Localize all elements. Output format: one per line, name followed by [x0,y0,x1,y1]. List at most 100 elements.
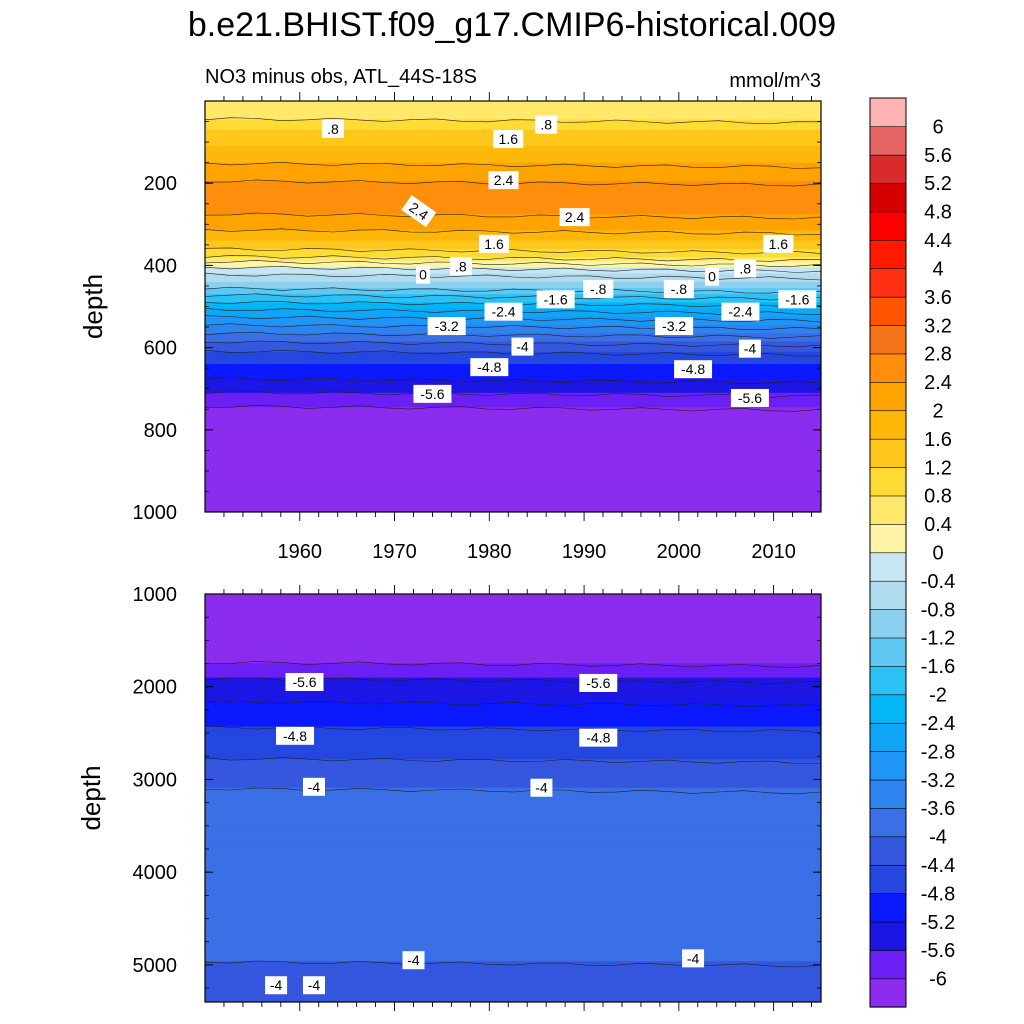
contour-band [205,910,821,913]
y-tick-label: 600 [144,338,177,360]
contour-band [205,657,821,660]
contour-band [205,626,821,630]
colorbar-label: 1.6 [924,429,952,451]
contour-band [205,702,821,705]
contour-band [205,630,821,634]
contour-band [205,230,821,234]
contour-band [205,487,821,490]
contour-band [205,826,821,830]
contour-band [205,828,821,832]
contour-band [205,808,821,811]
contour-band [205,622,821,626]
contour-band [205,261,821,264]
contour-band [205,320,821,324]
contour-band [205,628,821,632]
y-tick-label: 800 [144,420,177,442]
contour-label: .8 [321,119,344,138]
y-tick-label: 4000 [133,862,178,884]
contour-band [205,123,821,127]
svg-text:-4: -4 [308,977,321,993]
y-tick-label: 1000 [133,502,178,524]
contour-band [205,975,821,979]
colorbar-label: 2 [932,400,943,422]
colorbar-label: -4.4 [921,855,955,877]
contour-band [205,698,821,701]
contour-label: -4 [511,337,534,356]
contour-band [205,765,821,768]
y-axis-label: depth [78,274,108,339]
contour-band [205,920,821,924]
contour-band [205,987,821,991]
contour-band [205,602,821,605]
contour-line [205,725,821,733]
contour-band [205,679,821,683]
contour-band [205,751,821,754]
contour-band [205,969,821,972]
contour-label: -4.8 [674,360,713,379]
contour-label: -4 [682,949,705,968]
contour-band [205,105,821,108]
colorbar-label: 2.8 [924,344,952,366]
contour-band [205,838,821,842]
contour-band [205,380,821,384]
contour-band [205,710,821,713]
y-axis-label: depth [76,765,106,830]
contour-band [205,214,821,217]
colorbar-swatch [869,836,907,866]
contour-band [205,645,821,648]
contour-band [205,948,821,952]
contour-label: 2.4 [488,171,519,190]
colorbar-label: 5.2 [924,173,952,195]
contour-band [205,724,821,728]
contour-band [205,875,821,879]
contour-line [205,700,821,708]
contour-band [205,867,821,870]
contour-band [205,103,821,106]
contour-band [205,951,821,954]
contour-band [205,665,821,669]
colorbar-swatch [869,637,907,667]
contour-band [205,109,821,112]
contour-band [205,791,821,795]
contour-band [205,265,821,269]
contour-band [205,279,821,283]
colorbar-label: -2.8 [921,741,955,763]
contour-label: 0 [415,265,430,284]
contour-label: -5.6 [730,388,769,407]
svg-text:.8: .8 [739,261,751,277]
contour-band [205,251,821,254]
contour-band [205,405,821,408]
contour-band [205,651,821,654]
contour-band [205,450,821,454]
colorbar-label: -3.6 [921,798,955,820]
contour-band [205,205,821,209]
contour-band [205,779,821,783]
contour-band [205,616,821,620]
contour-band [205,216,821,219]
svg-text:-.8: -.8 [671,281,688,297]
contour-band [205,240,821,244]
contour-band [205,236,821,240]
contour-label: -2.4 [721,302,760,321]
contour-band [205,329,821,332]
contour-band [205,957,821,960]
colorbar-label: 0 [932,543,943,565]
colorbar-swatch [869,807,907,838]
contour-line [205,757,821,764]
contour-label: -4.8 [470,358,509,377]
contour-band [205,918,821,921]
svg-text:.8: .8 [455,258,467,274]
contour-line [205,254,821,262]
contour-band [205,930,821,934]
contour-band [205,924,821,928]
contour-band [205,446,821,449]
contour-band [205,859,821,862]
contour-band [205,253,821,256]
contour-band [205,691,821,695]
contour-band [205,119,821,123]
contour-band [205,946,821,950]
contour-band [205,983,821,987]
contour-band [205,961,821,964]
contour-band [205,687,821,691]
colorbar-swatch [869,296,907,326]
